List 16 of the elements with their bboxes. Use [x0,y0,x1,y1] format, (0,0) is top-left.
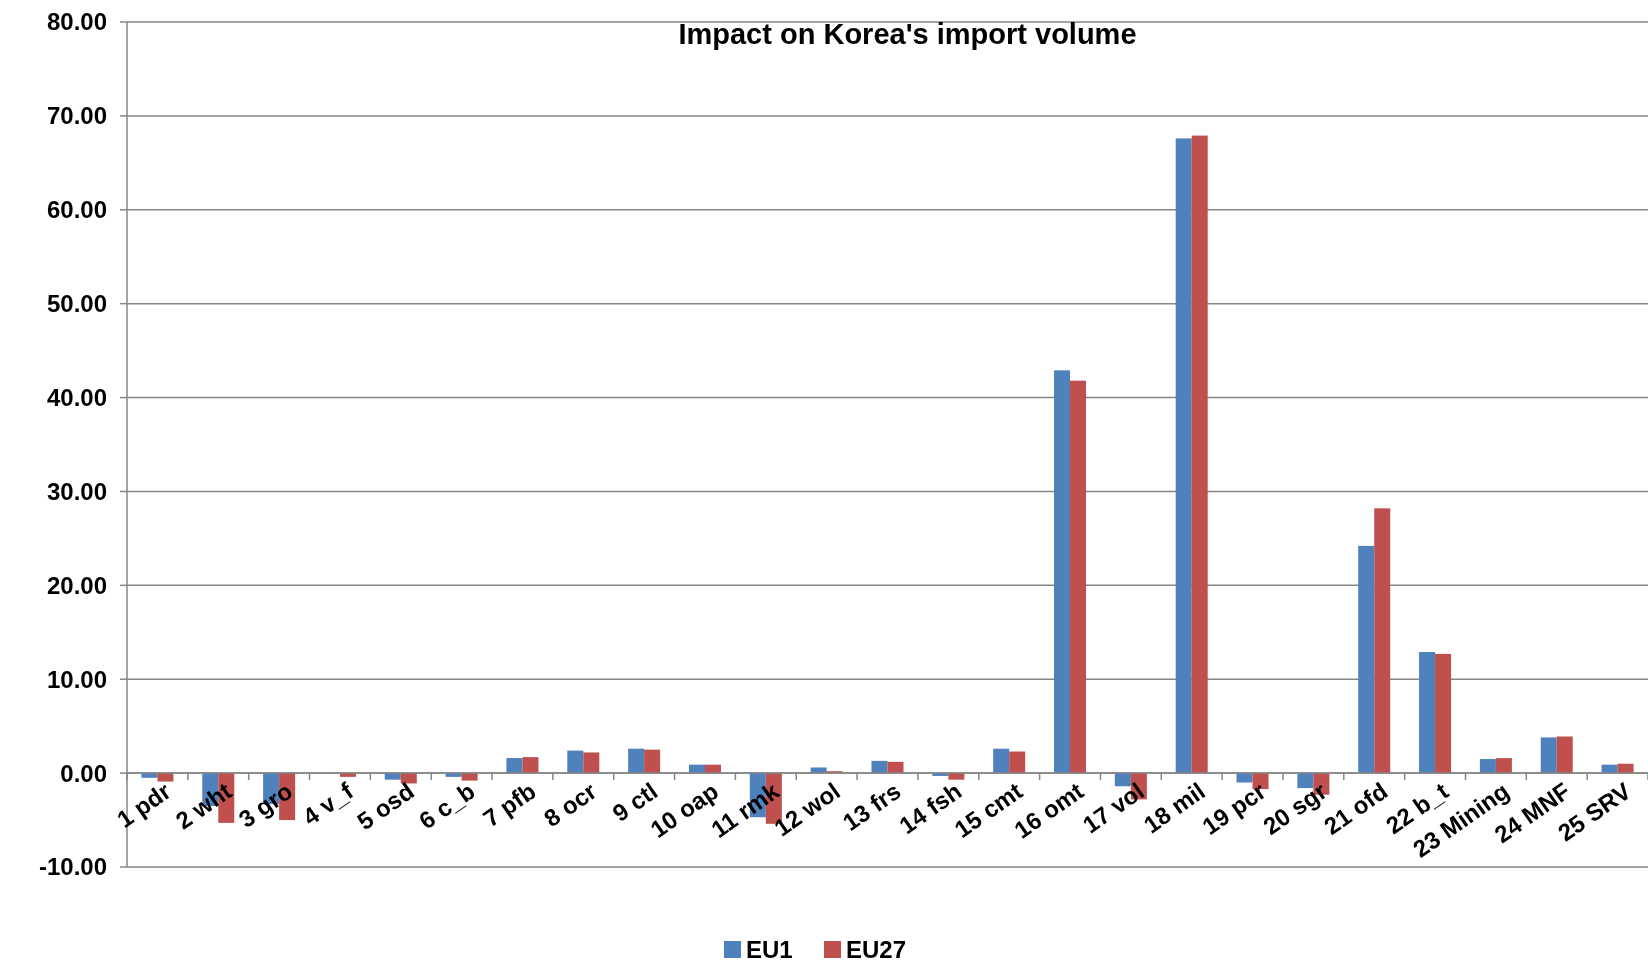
legend-label: EU27 [846,936,907,963]
x-tick-label: 7 pfb [478,777,541,833]
x-tick-label: 8 ocr [538,777,602,833]
chart-title: Impact on Korea's import volume [678,18,1137,50]
x-tick-label: 5 osd [352,777,419,836]
y-tick-label: 40.00 [46,383,107,411]
y-tick-label: 20.00 [46,571,107,599]
y-tick-label: -10.00 [38,853,107,881]
legend-label: EU1 [746,936,793,963]
y-tick-label: 30.00 [46,477,107,505]
y-tick-label: 50.00 [46,290,107,318]
y-tick-label: 70.00 [46,102,107,130]
y-tick-label: 60.00 [46,196,107,224]
y-tick-label: 10.00 [46,665,107,693]
y-tick-label: 80.00 [46,8,107,36]
y-tick-label: 0.00 [60,759,107,787]
